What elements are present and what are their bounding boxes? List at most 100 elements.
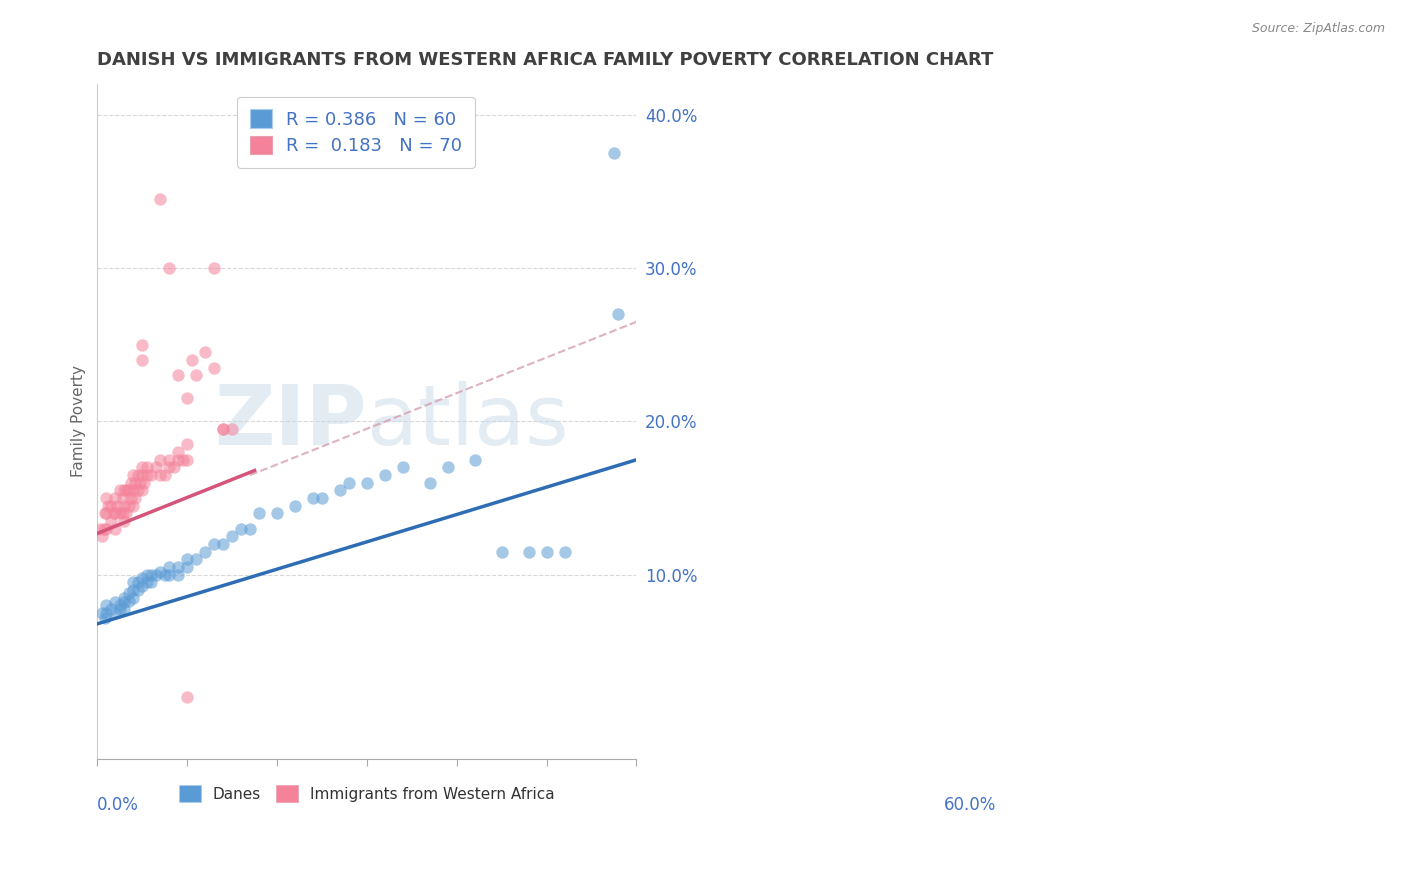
Point bbox=[108, 599, 131, 613]
Point bbox=[122, 483, 145, 498]
Point bbox=[356, 475, 378, 490]
Point bbox=[329, 483, 352, 498]
Point bbox=[202, 537, 225, 551]
Point bbox=[103, 507, 125, 521]
Point bbox=[176, 552, 198, 566]
Point bbox=[212, 422, 235, 436]
Point bbox=[127, 583, 149, 598]
Point bbox=[176, 437, 198, 451]
Point bbox=[131, 578, 153, 592]
Point bbox=[89, 522, 111, 536]
Point bbox=[212, 422, 235, 436]
Text: 0.0%: 0.0% bbox=[97, 796, 139, 814]
Point bbox=[118, 499, 141, 513]
Point bbox=[149, 468, 172, 483]
Point bbox=[157, 460, 180, 475]
Point bbox=[96, 491, 118, 505]
Point bbox=[464, 452, 486, 467]
Point bbox=[284, 499, 307, 513]
Point bbox=[104, 507, 127, 521]
Point bbox=[163, 460, 186, 475]
Point bbox=[141, 567, 163, 582]
Point bbox=[127, 468, 149, 483]
Point bbox=[157, 261, 180, 276]
Point bbox=[141, 575, 163, 590]
Point bbox=[149, 565, 172, 579]
Point bbox=[112, 514, 135, 528]
Point bbox=[104, 595, 127, 609]
Point bbox=[603, 146, 626, 161]
Point bbox=[105, 499, 128, 513]
Point bbox=[118, 594, 141, 608]
Point bbox=[96, 599, 118, 613]
Point bbox=[311, 491, 333, 505]
Point bbox=[135, 567, 157, 582]
Point bbox=[100, 514, 122, 528]
Point bbox=[131, 483, 153, 498]
Point bbox=[112, 595, 135, 609]
Point bbox=[221, 422, 243, 436]
Point bbox=[90, 606, 112, 620]
Point bbox=[96, 522, 118, 536]
Point bbox=[96, 507, 118, 521]
Point bbox=[122, 575, 145, 590]
Point bbox=[167, 452, 190, 467]
Point bbox=[436, 460, 458, 475]
Point bbox=[176, 690, 198, 705]
Text: ZIP: ZIP bbox=[214, 381, 367, 462]
Point bbox=[145, 567, 167, 582]
Point bbox=[239, 522, 262, 536]
Point bbox=[112, 601, 135, 615]
Point bbox=[131, 468, 153, 483]
Point bbox=[229, 522, 252, 536]
Point bbox=[122, 591, 145, 605]
Text: Source: ZipAtlas.com: Source: ZipAtlas.com bbox=[1251, 22, 1385, 36]
Point bbox=[221, 529, 243, 543]
Point bbox=[115, 507, 138, 521]
Point bbox=[122, 468, 145, 483]
Point bbox=[122, 583, 145, 598]
Point bbox=[124, 491, 146, 505]
Point bbox=[419, 475, 441, 490]
Point bbox=[157, 452, 180, 467]
Point bbox=[517, 545, 540, 559]
Point bbox=[108, 483, 131, 498]
Point bbox=[302, 491, 325, 505]
Text: atlas: atlas bbox=[367, 381, 568, 462]
Point bbox=[202, 261, 225, 276]
Point bbox=[93, 611, 115, 625]
Point bbox=[167, 567, 190, 582]
Point bbox=[112, 591, 135, 605]
Point bbox=[108, 601, 131, 615]
Point bbox=[266, 507, 288, 521]
Point bbox=[132, 475, 155, 490]
Point bbox=[153, 468, 176, 483]
Point bbox=[100, 499, 122, 513]
Point bbox=[176, 452, 198, 467]
Point bbox=[176, 560, 198, 574]
Point bbox=[186, 368, 208, 383]
Point bbox=[122, 499, 145, 513]
Point bbox=[121, 475, 143, 490]
Legend: Danes, Immigrants from Western Africa: Danes, Immigrants from Western Africa bbox=[173, 779, 561, 808]
Point bbox=[111, 507, 134, 521]
Point bbox=[149, 192, 172, 206]
Point bbox=[153, 567, 176, 582]
Point bbox=[135, 468, 157, 483]
Point bbox=[392, 460, 415, 475]
Point bbox=[97, 499, 120, 513]
Point bbox=[131, 353, 153, 368]
Point bbox=[104, 522, 127, 536]
Point bbox=[607, 307, 630, 321]
Point bbox=[111, 491, 134, 505]
Point bbox=[93, 522, 115, 536]
Point bbox=[167, 560, 190, 574]
Point bbox=[212, 537, 235, 551]
Point bbox=[141, 468, 163, 483]
Point bbox=[374, 468, 396, 483]
Y-axis label: Family Poverty: Family Poverty bbox=[72, 366, 86, 477]
Text: DANISH VS IMMIGRANTS FROM WESTERN AFRICA FAMILY POVERTY CORRELATION CHART: DANISH VS IMMIGRANTS FROM WESTERN AFRICA… bbox=[97, 51, 994, 69]
Text: 60.0%: 60.0% bbox=[943, 796, 995, 814]
Point bbox=[202, 360, 225, 375]
Point bbox=[124, 475, 146, 490]
